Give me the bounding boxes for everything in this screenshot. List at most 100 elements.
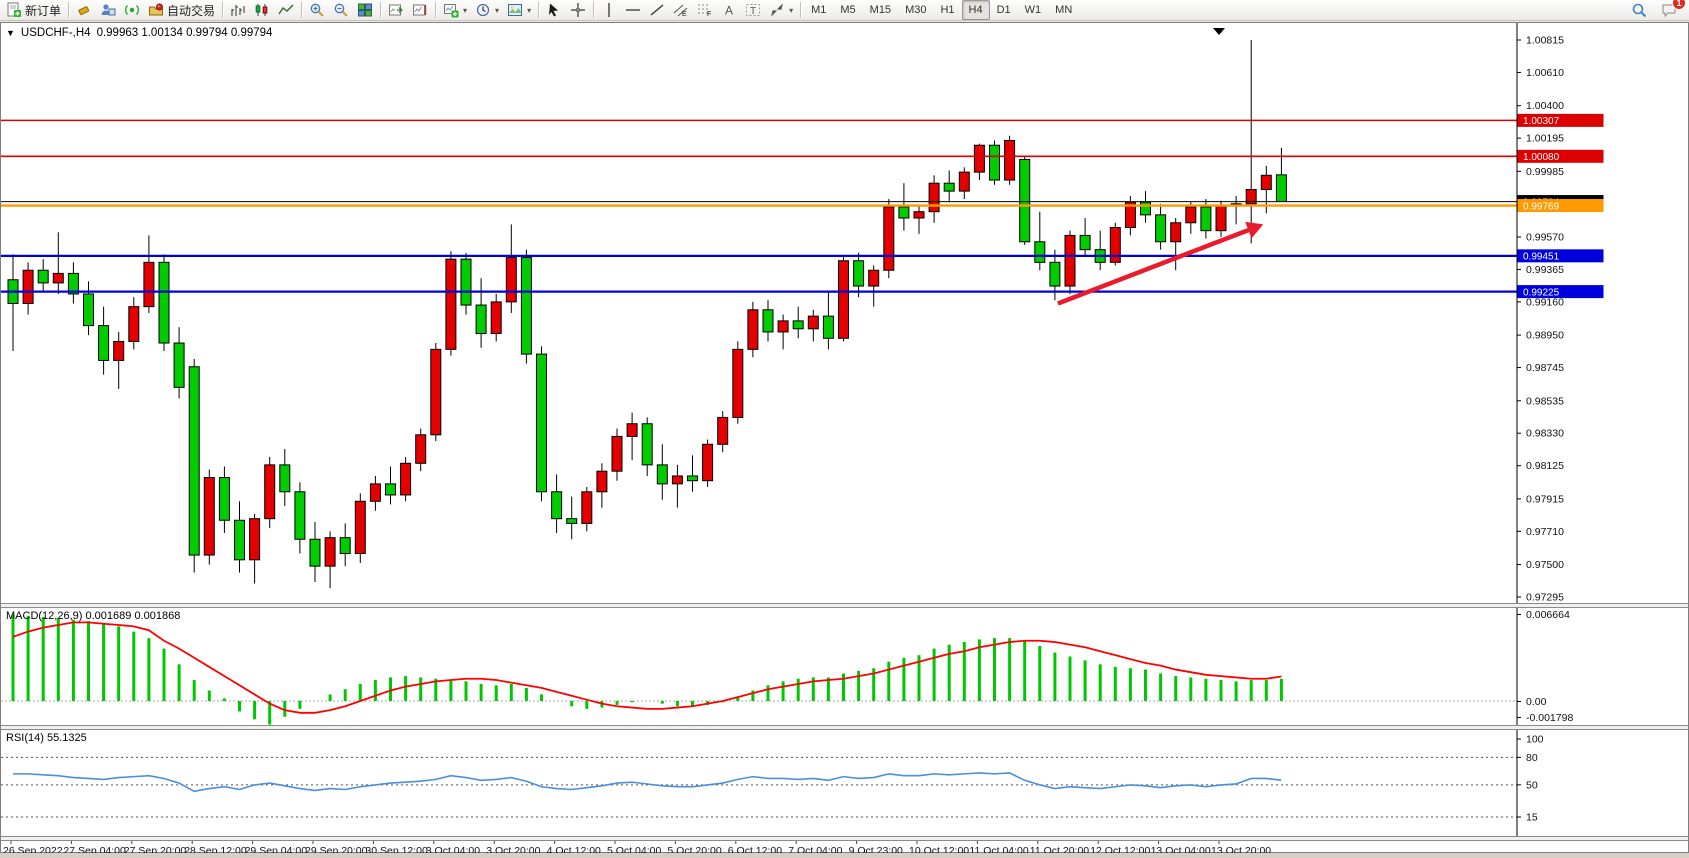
candle-body[interactable]: [596, 470, 608, 493]
timeframe-m15-button[interactable]: M15: [869, 4, 892, 16]
candle-body[interactable]: [566, 518, 578, 524]
templates-button[interactable]: ▾: [503, 0, 535, 21]
collapse-triangle-icon[interactable]: ▼: [6, 28, 15, 38]
candle-body[interactable]: [1049, 261, 1061, 287]
main-chart-canvas[interactable]: 1.00815 1.00610 1.00400 1.00195 0.99985 0.995…: [1, 23, 1688, 603]
timeframe-h4-button[interactable]: H4: [961, 0, 990, 20]
candle-body[interactable]: [98, 325, 110, 361]
trend-arrow[interactable]: [1057, 221, 1264, 306]
timeframe-m5-button[interactable]: M5: [840, 4, 856, 16]
candle-body[interactable]: [1215, 204, 1227, 232]
candle-body[interactable]: [1245, 189, 1257, 205]
arrows-tool[interactable]: ▾: [765, 0, 797, 21]
macd-panel[interactable]: 0.006664 0.00 -0.001798: [1, 608, 1688, 725]
candle-body[interactable]: [188, 366, 200, 556]
candle-body[interactable]: [430, 348, 442, 436]
candle-body[interactable]: [868, 269, 880, 287]
candle-body[interactable]: [641, 423, 653, 466]
candle-body[interactable]: [22, 269, 34, 304]
candle-body[interactable]: [158, 261, 170, 344]
text-tool[interactable]: A: [717, 0, 741, 21]
trendline-tool[interactable]: [645, 0, 669, 21]
candle-body[interactable]: [883, 206, 895, 271]
candle-body[interactable]: [505, 257, 517, 303]
zoom-in-button[interactable]: [305, 0, 329, 21]
candle-body[interactable]: [520, 257, 532, 355]
candle-body[interactable]: [52, 272, 64, 284]
auto-scroll-button[interactable]: [384, 0, 408, 21]
panel-separator[interactable]: [1, 603, 1688, 608]
candle-body[interactable]: [626, 423, 638, 437]
line-chart-mode-button[interactable]: [274, 0, 298, 21]
candle-body[interactable]: [1109, 227, 1121, 263]
candle-body[interactable]: [702, 443, 714, 482]
chat-button[interactable]: 1: [1657, 0, 1686, 21]
candle-body[interactable]: [898, 206, 910, 219]
price-badge-0.99225[interactable]: [1517, 285, 1604, 299]
candle-body[interactable]: [234, 519, 245, 561]
candle-body[interactable]: [1124, 201, 1136, 229]
candle-body[interactable]: [958, 171, 970, 192]
vertical-line-tool[interactable]: [597, 0, 621, 21]
timeframe-m1-button[interactable]: M1: [811, 4, 827, 16]
candle-body[interactable]: [37, 269, 49, 284]
candle-body[interactable]: [445, 258, 457, 350]
price-badge-1.00080[interactable]: [1517, 149, 1604, 163]
bar-chart-mode-button[interactable]: [226, 0, 250, 21]
candle-body[interactable]: [581, 491, 593, 524]
candle-body[interactable]: [369, 483, 381, 502]
candle-body[interactable]: [339, 537, 351, 554]
candle-body[interactable]: [551, 491, 563, 520]
candle-body[interactable]: [777, 320, 789, 333]
candle-body[interactable]: [324, 537, 336, 567]
candle-body[interactable]: [671, 475, 683, 485]
price-badge-0.99451[interactable]: [1517, 249, 1604, 263]
text-label-tool[interactable]: T: [741, 0, 765, 21]
new-order-button[interactable]: 新订单: [2, 0, 65, 21]
price-badge-1.00307[interactable]: [1517, 113, 1604, 127]
candle-body[interactable]: [1004, 139, 1016, 181]
timeframe-d1-button[interactable]: D1: [996, 4, 1011, 16]
candle-body[interactable]: [1200, 206, 1212, 232]
candle-body[interactable]: [490, 301, 502, 335]
chart-shift-button[interactable]: [408, 0, 432, 21]
candle-body[interactable]: [1170, 222, 1182, 243]
candle-body[interactable]: [807, 315, 819, 330]
fibonacci-tool[interactable]: F: [693, 0, 717, 21]
candle-body[interactable]: [1019, 158, 1031, 243]
candle-body[interactable]: [1064, 234, 1076, 287]
candle-body[interactable]: [460, 258, 472, 306]
candle-body[interactable]: [385, 483, 396, 496]
candle-body[interactable]: [354, 500, 366, 554]
candle-body[interactable]: [928, 182, 940, 213]
new-chart-button[interactable]: ▾: [439, 0, 471, 21]
candle-body[interactable]: [838, 260, 849, 339]
search-button[interactable]: [1627, 0, 1651, 21]
candle-body[interactable]: [747, 309, 759, 350]
candle-body[interactable]: [83, 293, 94, 327]
candle-body[interactable]: [792, 320, 804, 330]
timeframe-mn-button[interactable]: MN: [1055, 4, 1073, 16]
candle-body[interactable]: [762, 309, 774, 333]
candle-body[interactable]: [611, 435, 623, 472]
candle-body[interactable]: [1140, 201, 1151, 216]
candle-body[interactable]: [1275, 174, 1287, 203]
candle-body[interactable]: [173, 342, 185, 388]
tile-windows-button[interactable]: [353, 0, 377, 21]
candle-body[interactable]: [822, 315, 834, 339]
candle-body[interactable]: [143, 261, 155, 308]
cursor-tool-button[interactable]: [542, 0, 566, 21]
candle-body[interactable]: [264, 464, 276, 520]
candle-body[interactable]: [279, 464, 291, 493]
candle-body[interactable]: [400, 462, 412, 496]
equidistant-channel-tool[interactable]: E: [669, 0, 693, 21]
timeframe-m30-button[interactable]: M30: [905, 4, 927, 16]
zoom-out-button[interactable]: [329, 0, 353, 21]
panel-separator[interactable]: [1, 725, 1688, 730]
candle-body[interactable]: [853, 260, 865, 287]
candle-chart-mode-button[interactable]: [250, 0, 274, 21]
candle-body[interactable]: [717, 416, 729, 445]
candle-body[interactable]: [732, 348, 744, 418]
candle-body[interactable]: [687, 475, 698, 482]
rsi-panel[interactable]: 100 80 50 15: [1, 730, 1688, 836]
